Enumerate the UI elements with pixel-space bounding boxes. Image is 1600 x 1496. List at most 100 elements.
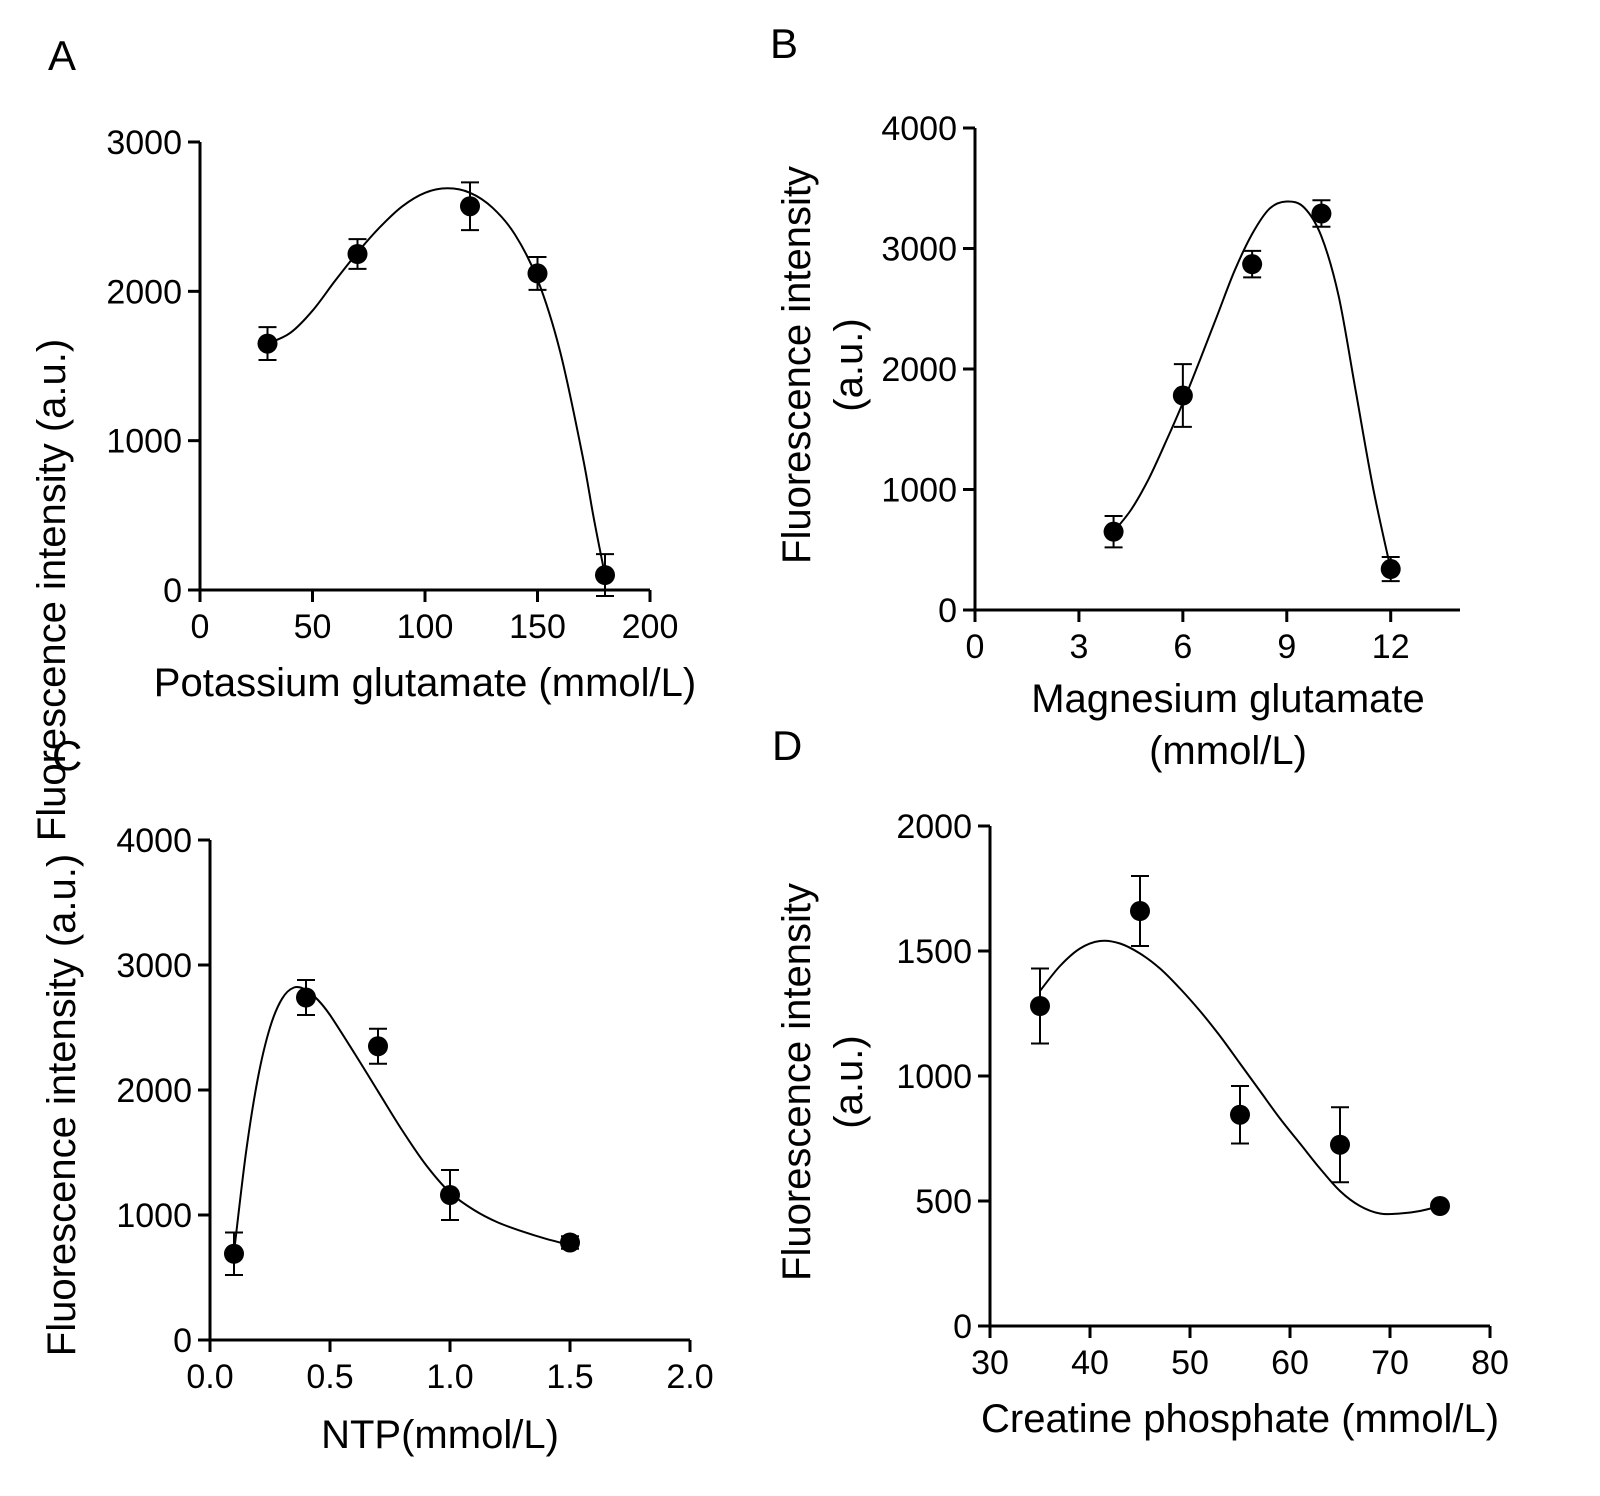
data-point: [347, 244, 368, 264]
x-axis-label-line: Creatine phosphate (mmol/L): [981, 1397, 1499, 1441]
y-axis-label: Fluorescence intensity (a.u.): [775, 166, 871, 564]
fit-curve: [1039, 939, 1441, 1216]
data-point: [1103, 521, 1124, 542]
y-tick-label: 3000: [881, 231, 957, 269]
y-axis-label: Fluorescence intensity (a.u.): [30, 339, 74, 841]
y-axis-label-line: (a.u.): [827, 318, 871, 411]
data-point: [460, 196, 480, 217]
data-point: [1311, 203, 1332, 224]
x-axis-label: Magnesium glutamate (mmol/L): [1031, 677, 1425, 773]
x-tick-label: 9: [1277, 628, 1296, 666]
y-axis-label-line: Fluorescence intensity (a.u.): [40, 854, 84, 1356]
data-points: [257, 181, 615, 597]
y-tick-label: 3000: [106, 124, 182, 162]
x-tick-label: 200: [622, 608, 679, 646]
data-point: [1230, 1104, 1250, 1125]
axes: 0.0 0.5 1.0 1.5 2.0 0 1000 2000 3000 4000: [116, 822, 713, 1396]
x-tick-label: 40: [1071, 1344, 1109, 1382]
y-tick-label: 2000: [896, 808, 972, 846]
data-point: [1242, 254, 1263, 275]
x-tick-label: 50: [294, 608, 332, 646]
fit-curve-group: [1039, 939, 1441, 1216]
data-point: [1130, 901, 1150, 921]
x-tick-label: 100: [397, 608, 454, 646]
x-tick-label: 50: [1171, 1344, 1209, 1382]
y-tick-label: 4000: [116, 822, 192, 860]
y-axis-label-line: Fluorescence intensity (a.u.): [30, 339, 74, 841]
panel-letter-b: B: [770, 20, 798, 67]
fit-curve: [233, 985, 571, 1253]
y-tick-label: 2000: [881, 351, 957, 389]
x-axis-label: Potassium glutamate (mmol/L): [154, 661, 696, 705]
data-point: [224, 1243, 244, 1264]
data-point: [1330, 1134, 1350, 1155]
x-tick-label: 80: [1471, 1344, 1509, 1382]
x-tick-label: 12: [1372, 628, 1410, 666]
panel-c: C Fluorescence intensity (a.u.) NTP(mmol…: [40, 732, 714, 1457]
data-point: [368, 1036, 388, 1057]
y-tick-label: 4000: [881, 110, 957, 148]
x-axis-label: NTP(mmol/L): [321, 1413, 559, 1457]
y-tick-label: 1000: [896, 1058, 972, 1096]
y-tick-label: 1000: [106, 423, 182, 461]
y-tick-label: 2000: [116, 1072, 192, 1110]
x-tick-label: 0.0: [186, 1358, 233, 1396]
y-tick-label: 0: [938, 592, 957, 630]
axes: 30 40 50 60 70 80 0 500 1000 1500 2000: [896, 808, 1509, 1382]
fit-curve: [1112, 200, 1392, 570]
y-axis-label: Fluorescence intensity (a.u.): [40, 854, 84, 1356]
panel-a: A Fluorescence intensity (a.u.) Potassiu…: [30, 32, 696, 841]
panel-letter-d: D: [772, 722, 802, 769]
x-tick-label: 1.0: [426, 1358, 473, 1396]
y-tick-label: 0: [173, 1322, 192, 1360]
data-point: [527, 263, 548, 284]
data-point: [1172, 385, 1193, 406]
x-axis-label-line: NTP(mmol/L): [321, 1413, 559, 1457]
data-point: [296, 987, 316, 1008]
x-tick-label: 0: [191, 608, 210, 646]
data-point: [560, 1232, 580, 1253]
y-axis-label-line: Fluorescence intensity: [775, 883, 819, 1281]
data-points: [224, 979, 580, 1276]
fit-curve-group: [233, 985, 571, 1253]
panel-letter-c: C: [52, 732, 82, 779]
y-tick-label: 500: [915, 1183, 972, 1221]
data-point: [1030, 996, 1050, 1016]
data-point: [595, 565, 615, 586]
x-tick-label: 60: [1271, 1344, 1309, 1382]
panel-letter-a: A: [48, 32, 76, 79]
x-axis-label-line: Potassium glutamate (mmol/L): [154, 661, 696, 705]
y-tick-label: 2000: [106, 273, 182, 311]
x-tick-label: 70: [1371, 1344, 1409, 1382]
panel-d: D Fluorescence intensity (a.u.) Creatine …: [772, 722, 1509, 1441]
data-point: [440, 1185, 460, 1205]
y-axis-label-line: Fluorescence intensity: [775, 166, 819, 564]
y-tick-label: 1000: [881, 472, 957, 510]
y-tick-label: 1000: [116, 1197, 192, 1235]
y-tick-label: 1500: [896, 933, 972, 971]
x-tick-label: 0: [966, 628, 985, 666]
fit-curve: [267, 187, 606, 576]
x-tick-label: 1.5: [546, 1358, 593, 1396]
x-tick-label: 0.5: [306, 1358, 353, 1396]
x-tick-label: 2.0: [666, 1358, 713, 1396]
data-points: [1030, 875, 1450, 1216]
y-axis-label: Fluorescence intensity (a.u.): [775, 883, 871, 1281]
x-tick-label: 30: [971, 1344, 1009, 1382]
axes: 0 3 6 9 12 0 1000 2000 3000 4000: [881, 110, 1460, 666]
x-tick-label: 6: [1173, 628, 1192, 666]
x-tick-label: 3: [1069, 628, 1088, 666]
data-points: [1103, 199, 1401, 583]
x-axis-label: Creatine phosphate (mmol/L): [981, 1397, 1499, 1441]
data-point: [1430, 1196, 1450, 1216]
y-tick-label: 0: [953, 1308, 972, 1346]
y-axis-label-line: (a.u.): [827, 1035, 871, 1128]
data-point: [257, 333, 278, 354]
data-point: [1380, 559, 1401, 580]
panel-b: B Fluorescence intensity (a.u.) Magnesium…: [770, 20, 1460, 773]
x-axis-label-line: (mmol/L): [1149, 729, 1307, 773]
fit-curve-group: [1112, 200, 1392, 570]
y-tick-label: 3000: [116, 947, 192, 985]
fit-curve-group: [267, 187, 606, 576]
